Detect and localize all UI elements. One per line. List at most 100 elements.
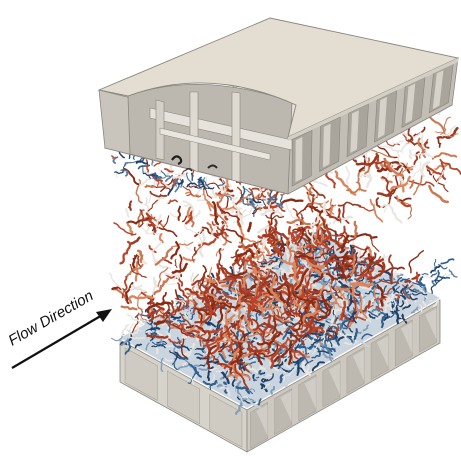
- free-stream-vortex: [247, 221, 252, 233]
- near-plate-vortex: [330, 331, 336, 339]
- free-stream-vortex: [183, 239, 192, 251]
- hairpin-vortex: [376, 283, 389, 307]
- hairpin-vortex: [263, 268, 279, 284]
- near-plate-vortex: [248, 187, 255, 202]
- near-plate-vortex: [270, 205, 275, 212]
- free-stream-vortex: [294, 246, 318, 257]
- hairpin-vortex: [231, 314, 245, 329]
- near-wall-vortex: [337, 293, 344, 307]
- near-wall-vortex: [151, 341, 166, 347]
- hairpin-vortex: [331, 285, 344, 300]
- near-wall-vortex: [270, 385, 275, 395]
- free-stream-vortex: [154, 247, 174, 266]
- hairpin-vortex: [253, 281, 263, 303]
- free-stream-vortex: [269, 239, 283, 248]
- honeycomb-rib: [322, 123, 331, 168]
- near-wall-vortex: [325, 341, 338, 347]
- hairpin-vortex: [329, 255, 356, 262]
- flow-direction-arrow-shaft: [11, 313, 105, 369]
- free-stream-vortex: [198, 237, 217, 247]
- free-stream-vortex: [355, 150, 367, 161]
- free-stream-vortex: [392, 140, 404, 145]
- near-plate-vortex: [142, 165, 144, 174]
- near-wall-vortex: [250, 329, 258, 344]
- hairpin-vortex: [341, 250, 349, 274]
- near-wall-vortex: [234, 367, 248, 375]
- near-plate-vortex: [164, 174, 174, 182]
- near-wall-vortex: [404, 299, 410, 307]
- free-stream-vortex: [256, 225, 270, 234]
- near-wall-vortex: [345, 302, 354, 312]
- free-stream-vortex: [309, 212, 321, 228]
- hairpin-vortex: [292, 290, 315, 308]
- hairpin-vortex: [360, 255, 375, 264]
- near-wall-vortex: [366, 312, 370, 322]
- free-stream-vortex: [206, 266, 213, 288]
- hairpin-vortex: [211, 330, 224, 355]
- hairpin-vortex: [288, 227, 300, 240]
- hairpin-vortex: [289, 307, 309, 327]
- near-plate-vortex: [278, 205, 286, 212]
- hairpin-vortex: [323, 261, 333, 285]
- top-wall-cutaway-cavity: [127, 83, 293, 195]
- hairpin-vortex: [256, 331, 282, 346]
- near-wall-vortex: [322, 321, 337, 326]
- top-wall-lid-edge: [288, 58, 458, 141]
- free-stream-vortex: [225, 228, 244, 243]
- near-wall-vortex: [356, 324, 369, 335]
- free-stream-vortex: [364, 157, 371, 177]
- free-stream-vortex: [158, 232, 164, 244]
- hairpin-vortex: [293, 302, 306, 308]
- free-stream-vortex: [121, 323, 130, 337]
- hairpin-vortex: [355, 266, 375, 282]
- near-wall-vortex: [432, 298, 439, 308]
- hairpin-vortex: [221, 334, 238, 342]
- hairpin-vortex: [318, 283, 326, 297]
- near-plate-vortex: [248, 197, 256, 210]
- hairpin-vortex: [192, 298, 198, 314]
- free-stream-vortex: [390, 175, 411, 191]
- free-stream-vortex: [305, 229, 314, 240]
- free-stream-vortex: [365, 173, 373, 189]
- free-stream-vortex: [285, 199, 298, 219]
- free-stream-vortex: [251, 207, 263, 215]
- hairpin-vortex: [222, 341, 237, 350]
- near-wall-vortex: [243, 361, 257, 367]
- near-plate-vortex: [310, 337, 322, 346]
- near-plate-vortex: [185, 172, 194, 185]
- free-stream-vortex: [216, 229, 232, 244]
- free-stream-vortex: [240, 237, 256, 243]
- hairpin-vortex: [311, 289, 332, 296]
- near-wall-vortex: [328, 351, 333, 362]
- top-wall-lid: [97, 17, 460, 138]
- free-stream-vortex: [211, 224, 220, 235]
- bottom-wall-side-face: [246, 299, 441, 453]
- hairpin-vortex: [257, 302, 275, 312]
- hairpin-vortex: [202, 337, 224, 347]
- hairpin-vortex: [366, 261, 386, 281]
- hairpin-vortex: [298, 297, 316, 315]
- hairpin-vortex: [351, 283, 356, 298]
- free-stream-vortex: [155, 195, 167, 205]
- free-stream-vortex: [140, 291, 154, 304]
- near-wall-vortex: [164, 358, 173, 362]
- free-stream-vortex: [191, 246, 202, 263]
- free-stream-vortex: [239, 235, 246, 251]
- near-wall-vortex: [302, 360, 311, 376]
- free-stream-vortex: [400, 200, 412, 208]
- near-wall-vortex: [335, 278, 349, 288]
- near-wall-vortex: [243, 365, 259, 374]
- near-wall-vortex: [235, 398, 244, 415]
- near-plate-vortex: [404, 293, 412, 297]
- near-wall-vortex: [261, 373, 274, 382]
- near-plate-vortex: [342, 319, 350, 330]
- free-stream-vortex: [218, 247, 225, 273]
- near-plate-vortex: [252, 198, 262, 204]
- hairpin-vortex: [295, 268, 317, 288]
- near-wall-vortex: [129, 336, 145, 340]
- hairpin-vortex: [312, 273, 324, 284]
- near-wall-vortex: [206, 366, 214, 382]
- near-plate-vortex: [334, 326, 339, 335]
- hairpin-vortex: [304, 277, 319, 301]
